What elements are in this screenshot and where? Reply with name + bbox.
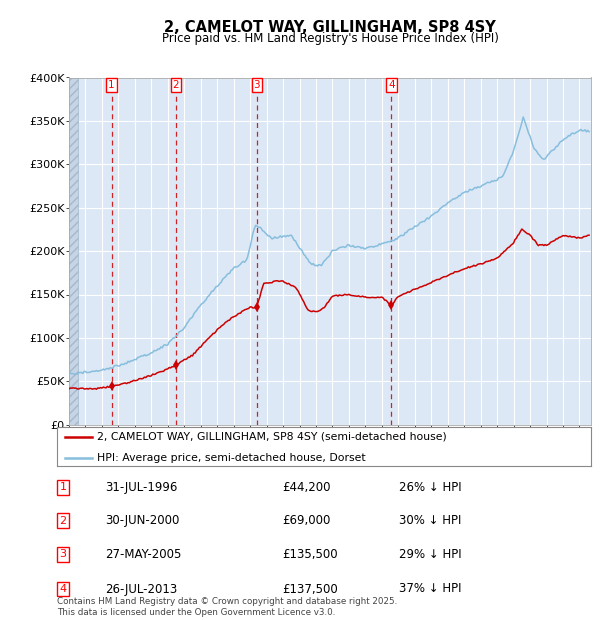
Text: 4: 4 xyxy=(388,80,395,90)
Text: 3: 3 xyxy=(59,549,67,559)
Text: 26-JUL-2013: 26-JUL-2013 xyxy=(105,583,177,595)
Text: 27-MAY-2005: 27-MAY-2005 xyxy=(105,548,181,560)
Text: £137,500: £137,500 xyxy=(282,583,338,595)
Text: £135,500: £135,500 xyxy=(282,548,338,560)
Text: 30-JUN-2000: 30-JUN-2000 xyxy=(105,515,179,527)
Text: 31-JUL-1996: 31-JUL-1996 xyxy=(105,481,178,494)
Text: 4: 4 xyxy=(59,584,67,594)
Text: £44,200: £44,200 xyxy=(282,481,331,494)
Text: 2, CAMELOT WAY, GILLINGHAM, SP8 4SY: 2, CAMELOT WAY, GILLINGHAM, SP8 4SY xyxy=(164,20,496,35)
Text: 1: 1 xyxy=(108,80,115,90)
Text: 29% ↓ HPI: 29% ↓ HPI xyxy=(399,548,461,560)
Text: 2: 2 xyxy=(59,516,67,526)
Text: 30% ↓ HPI: 30% ↓ HPI xyxy=(399,515,461,527)
Bar xyxy=(69,78,78,425)
Text: 3: 3 xyxy=(254,80,260,90)
Text: Contains HM Land Registry data © Crown copyright and database right 2025.
This d: Contains HM Land Registry data © Crown c… xyxy=(57,598,397,617)
Text: 2, CAMELOT WAY, GILLINGHAM, SP8 4SY (semi-detached house): 2, CAMELOT WAY, GILLINGHAM, SP8 4SY (sem… xyxy=(97,432,447,442)
Text: £69,000: £69,000 xyxy=(282,515,331,527)
Text: 2: 2 xyxy=(173,80,179,90)
Text: 26% ↓ HPI: 26% ↓ HPI xyxy=(399,481,461,494)
Text: Price paid vs. HM Land Registry's House Price Index (HPI): Price paid vs. HM Land Registry's House … xyxy=(161,32,499,45)
Text: HPI: Average price, semi-detached house, Dorset: HPI: Average price, semi-detached house,… xyxy=(97,453,365,463)
Text: 1: 1 xyxy=(59,482,67,492)
Text: 37% ↓ HPI: 37% ↓ HPI xyxy=(399,583,461,595)
